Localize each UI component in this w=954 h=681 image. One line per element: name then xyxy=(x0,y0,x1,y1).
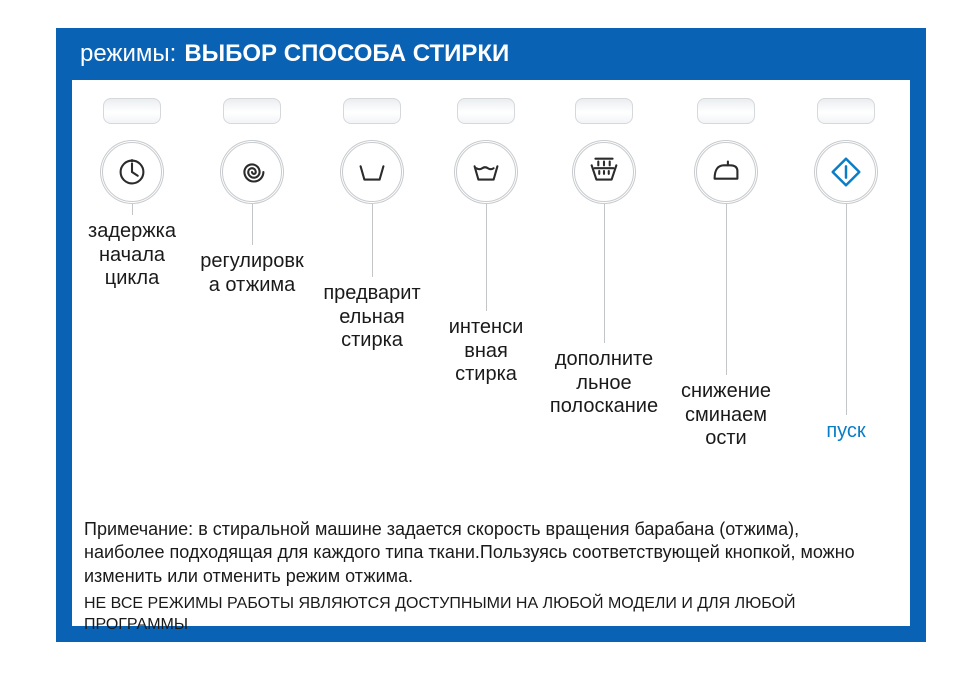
connector-line xyxy=(252,204,253,245)
shower-icon xyxy=(574,142,634,202)
mode-label: дополните льное полоскание xyxy=(544,348,664,419)
connector-line xyxy=(372,204,373,277)
connector-line xyxy=(486,204,487,311)
mode-label: интенси вная стирка xyxy=(426,316,546,387)
basin-icon xyxy=(342,142,402,202)
note-text: Примечание: в стиральной машине задается… xyxy=(84,518,898,588)
title-bar: режимы: ВЫБОР СПОСОБА СТИРКИ xyxy=(56,28,926,80)
mode-button[interactable] xyxy=(343,98,401,124)
mode-label: регулировк а отжима xyxy=(192,250,312,297)
diamond-start-icon xyxy=(816,142,876,202)
clock-icon xyxy=(102,142,162,202)
mode-icon-ring xyxy=(340,140,404,204)
mode-icon-ring xyxy=(814,140,878,204)
mode-label: задержка начала цикла xyxy=(72,220,192,291)
mode-icon-ring xyxy=(694,140,758,204)
mode-icon-ring xyxy=(454,140,518,204)
title-prefix: режимы: xyxy=(80,40,176,68)
panel-inner: задержка начала цикларегулировк а отжима… xyxy=(72,80,910,626)
mode-button[interactable] xyxy=(457,98,515,124)
connector-line xyxy=(604,204,605,343)
panel-card: режимы: ВЫБОР СПОСОБА СТИРКИ задержка на… xyxy=(56,28,926,642)
mode-button[interactable] xyxy=(103,98,161,124)
mode-button[interactable] xyxy=(697,98,755,124)
mode-label: предварит ельная стирка xyxy=(312,282,432,353)
basin-water-icon xyxy=(456,142,516,202)
mode-icon-ring xyxy=(100,140,164,204)
connector-line xyxy=(726,204,727,375)
mode-label: снижение сминаем ости xyxy=(666,380,786,451)
mode-button[interactable] xyxy=(575,98,633,124)
mode-button[interactable] xyxy=(223,98,281,124)
mode-icon-ring xyxy=(220,140,284,204)
connector-line xyxy=(846,204,847,415)
mode-icon-ring xyxy=(572,140,636,204)
title-main: ВЫБОР СПОСОБА СТИРКИ xyxy=(184,40,509,68)
disclaimer-text: НЕ ВСЕ РЕЖИМЫ РАБОТЫ ЯВЛЯЮТСЯ ДОСТУПНЫМИ… xyxy=(84,594,898,636)
mode-button[interactable] xyxy=(817,98,875,124)
page: режимы: ВЫБОР СПОСОБА СТИРКИ задержка на… xyxy=(0,0,954,681)
spiral-icon xyxy=(222,142,282,202)
iron-icon xyxy=(696,142,756,202)
mode-label: пуск xyxy=(786,420,906,444)
connector-line xyxy=(132,204,133,215)
